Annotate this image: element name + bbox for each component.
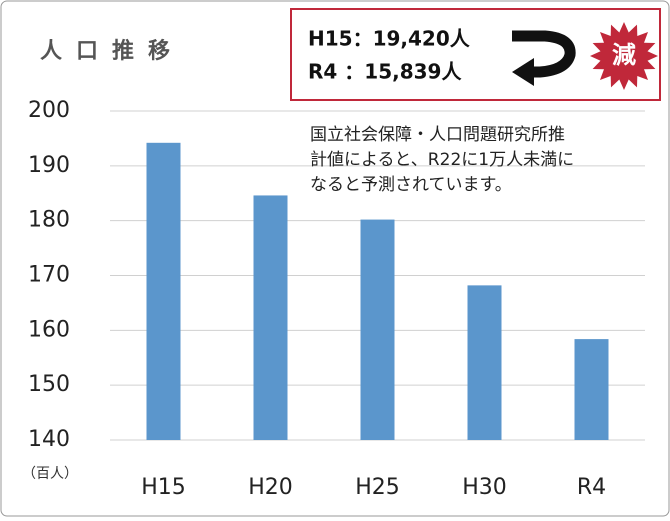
annotation-line: なると予測されています。	[310, 175, 512, 195]
callout-line: R4 ：15,839人	[308, 60, 462, 84]
y-tick-label: 170	[28, 263, 70, 288]
y-tick-label: 180	[28, 208, 70, 233]
y-tick-label: 160	[28, 317, 70, 342]
annotation-line: 計値によると、R22に1万人未満に	[310, 150, 574, 170]
bar	[360, 219, 395, 440]
y-tick-label: 140	[28, 427, 70, 452]
x-tick-label: H30	[462, 475, 507, 500]
y-tick-label: 190	[28, 153, 70, 178]
x-tick-label: H15	[141, 475, 186, 500]
x-tick-label: H25	[355, 475, 400, 500]
x-tick-label: H20	[248, 475, 293, 500]
badge-burst	[590, 22, 658, 90]
annotation-line: 国立社会保障・人口問題研究所推	[310, 125, 565, 145]
bar	[253, 195, 288, 440]
y-tick-label: 200	[28, 98, 70, 123]
bar	[146, 142, 181, 440]
arrow	[512, 30, 576, 78]
chart-title: 人口推移	[40, 38, 184, 64]
unit-label: （百人）	[22, 466, 78, 482]
callout-line: H15：19,420人	[308, 27, 471, 51]
arrow-head	[512, 58, 534, 86]
bar	[467, 285, 502, 440]
x-tick-label: R4	[577, 475, 606, 500]
bar	[574, 339, 609, 440]
badge-text: 減	[612, 41, 636, 69]
y-tick-label: 150	[28, 372, 70, 397]
